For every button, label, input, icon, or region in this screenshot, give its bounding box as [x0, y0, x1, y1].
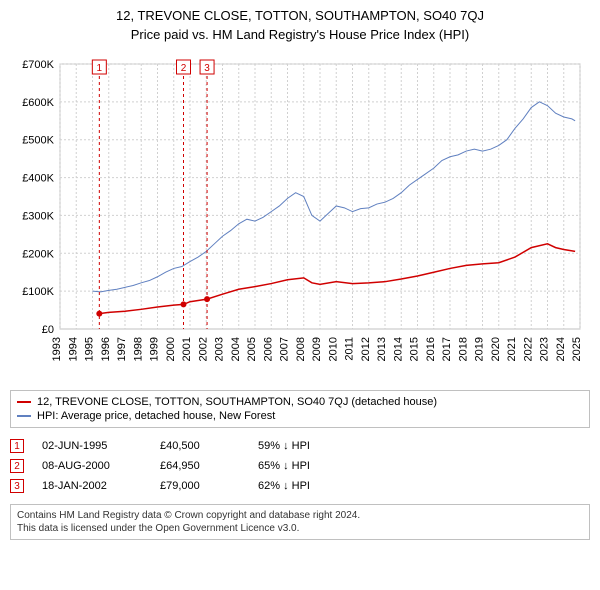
svg-text:2025: 2025: [571, 337, 583, 361]
svg-text:2022: 2022: [522, 337, 534, 361]
svg-text:2005: 2005: [246, 337, 258, 361]
transaction-price: £79,000: [160, 480, 240, 492]
transaction-diff: 59% ↓ HPI: [258, 440, 310, 452]
svg-text:£200K: £200K: [22, 248, 54, 260]
legend-swatch: [17, 401, 31, 403]
svg-text:£500K: £500K: [22, 135, 54, 147]
svg-text:2018: 2018: [457, 337, 469, 361]
transaction-row: 3 18-JAN-2002 £79,000 62% ↓ HPI: [10, 476, 590, 496]
svg-text:2008: 2008: [295, 337, 307, 361]
chart-plot: £0 £100K £200K £300K £400K £500K £600K £700K 199…: [10, 54, 590, 384]
svg-text:1: 1: [97, 63, 103, 74]
svg-text:2001: 2001: [181, 337, 193, 361]
svg-text:£100K: £100K: [22, 286, 54, 298]
legend-item: 12, TREVONE CLOSE, TOTTON, SOUTHAMPTON, …: [17, 395, 583, 409]
transaction-row: 2 08-AUG-2000 £64,950 65% ↓ HPI: [10, 456, 590, 476]
transaction-marker-box: 2: [10, 459, 24, 473]
svg-text:2023: 2023: [539, 337, 551, 361]
svg-text:1997: 1997: [116, 337, 128, 361]
svg-text:3: 3: [204, 63, 210, 74]
svg-text:1994: 1994: [67, 337, 79, 361]
svg-text:2003: 2003: [214, 337, 226, 361]
svg-text:2006: 2006: [262, 337, 274, 361]
transaction-marker-box: 3: [10, 479, 24, 493]
transaction-price: £40,500: [160, 440, 240, 452]
svg-text:£600K: £600K: [22, 97, 54, 109]
footer-attribution: Contains HM Land Registry data © Crown c…: [10, 504, 590, 540]
transaction-row: 1 02-JUN-1995 £40,500 59% ↓ HPI: [10, 436, 590, 456]
legend-item: HPI: Average price, detached house, New …: [17, 409, 583, 423]
svg-text:1993: 1993: [51, 337, 63, 361]
transaction-date: 18-JAN-2002: [42, 480, 142, 492]
svg-text:2014: 2014: [392, 337, 404, 361]
svg-text:2011: 2011: [344, 337, 356, 361]
svg-text:2024: 2024: [555, 337, 567, 361]
svg-text:£0: £0: [42, 324, 54, 336]
chart-title: 12, TREVONE CLOSE, TOTTON, SOUTHAMPTON, …: [10, 8, 590, 23]
legend-label: 12, TREVONE CLOSE, TOTTON, SOUTHAMPTON, …: [37, 396, 437, 408]
transaction-diff: 65% ↓ HPI: [258, 460, 310, 472]
svg-text:2020: 2020: [490, 337, 502, 361]
footer-line2: This data is licensed under the Open Gov…: [17, 522, 583, 535]
chart-subtitle: Price paid vs. HM Land Registry's House …: [10, 27, 590, 42]
legend: 12, TREVONE CLOSE, TOTTON, SOUTHAMPTON, …: [10, 390, 590, 428]
transaction-date: 02-JUN-1995: [42, 440, 142, 452]
svg-text:2: 2: [181, 63, 187, 74]
svg-text:2010: 2010: [327, 337, 339, 361]
svg-text:1995: 1995: [84, 337, 96, 361]
transaction-price: £64,950: [160, 460, 240, 472]
svg-text:2017: 2017: [441, 337, 453, 361]
footer-line1: Contains HM Land Registry data © Crown c…: [17, 509, 583, 522]
svg-text:2009: 2009: [311, 337, 323, 361]
legend-label: HPI: Average price, detached house, New …: [37, 410, 275, 422]
svg-text:2019: 2019: [474, 337, 486, 361]
transaction-date: 08-AUG-2000: [42, 460, 142, 472]
transaction-diff: 62% ↓ HPI: [258, 480, 310, 492]
svg-text:£300K: £300K: [22, 210, 54, 222]
svg-text:2013: 2013: [376, 337, 388, 361]
svg-text:2015: 2015: [409, 337, 421, 361]
svg-text:2021: 2021: [506, 337, 518, 361]
svg-text:2012: 2012: [360, 337, 372, 361]
svg-text:2016: 2016: [425, 337, 437, 361]
chart-container: 12, TREVONE CLOSE, TOTTON, SOUTHAMPTON, …: [0, 0, 600, 548]
svg-text:1998: 1998: [132, 337, 144, 361]
svg-text:2007: 2007: [279, 337, 291, 361]
svg-text:£400K: £400K: [22, 173, 54, 185]
line-chart-svg: £0 £100K £200K £300K £400K £500K £600K £700K 199…: [10, 54, 590, 384]
svg-text:2002: 2002: [197, 337, 209, 361]
svg-text:2000: 2000: [165, 337, 177, 361]
svg-text:1999: 1999: [149, 337, 161, 361]
svg-text:2004: 2004: [230, 337, 242, 361]
transaction-marker-box: 1: [10, 439, 24, 453]
svg-text:£700K: £700K: [22, 59, 54, 71]
transactions-table: 1 02-JUN-1995 £40,500 59% ↓ HPI 2 08-AUG-2000…: [10, 436, 590, 496]
svg-text:1996: 1996: [100, 337, 112, 361]
legend-swatch: [17, 415, 31, 417]
